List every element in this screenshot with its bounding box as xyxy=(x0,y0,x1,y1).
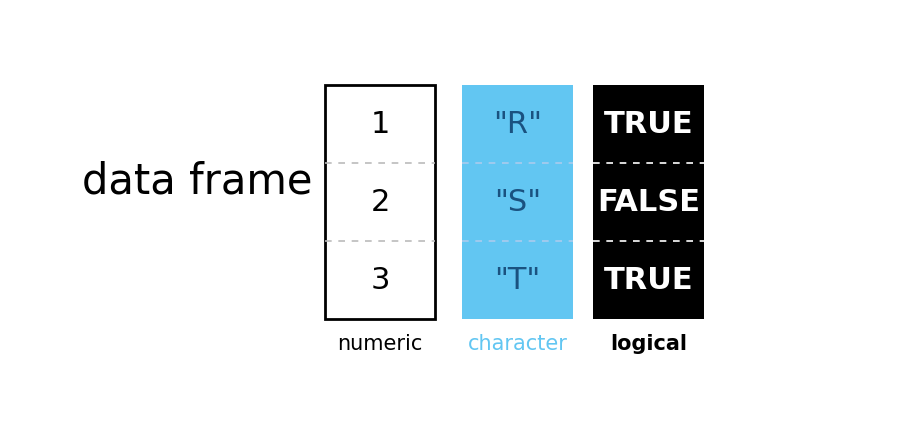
Text: TRUE: TRUE xyxy=(604,266,694,295)
Text: character: character xyxy=(468,334,568,354)
Bar xyxy=(462,85,573,319)
Text: logical: logical xyxy=(610,334,687,354)
Bar xyxy=(325,85,436,319)
Text: 2: 2 xyxy=(370,188,390,217)
Text: 3: 3 xyxy=(370,266,390,295)
Text: numeric: numeric xyxy=(337,334,423,354)
Text: "T": "T" xyxy=(494,266,540,295)
Text: FALSE: FALSE xyxy=(597,188,700,217)
Bar xyxy=(594,85,704,319)
Text: data frame: data frame xyxy=(82,160,312,202)
Text: TRUE: TRUE xyxy=(604,110,694,139)
Text: "S": "S" xyxy=(494,188,541,217)
Text: "R": "R" xyxy=(494,110,542,139)
Text: 1: 1 xyxy=(370,110,390,139)
